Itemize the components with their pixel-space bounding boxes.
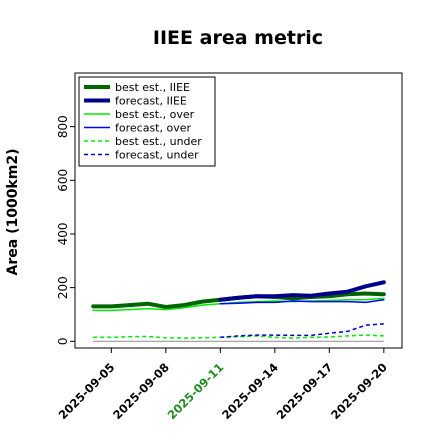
x-tick-label: 2025-09-11 bbox=[165, 360, 227, 422]
y-axis: 0 200 400 600 800 bbox=[56, 115, 75, 345]
y-axis-label: Area (1000km2) bbox=[5, 149, 21, 276]
series-line-best-est-under bbox=[93, 334, 384, 339]
x-tick-label: 2025-09-14 bbox=[219, 360, 281, 422]
legend-label: best est., under bbox=[115, 135, 202, 148]
x-tick-label: 2025-09-05 bbox=[56, 360, 118, 422]
legend-box bbox=[78, 76, 216, 167]
y-tick-label: 600 bbox=[56, 169, 70, 192]
series-line-forecast-iiee bbox=[218, 280, 386, 302]
chart-title: IIEE area metric bbox=[153, 27, 323, 49]
y-tick-label: 0 bbox=[56, 337, 70, 345]
legend-label: forecast, over bbox=[115, 122, 191, 135]
series-line-forecast-over bbox=[219, 298, 385, 305]
legend-label: best est., over bbox=[115, 108, 195, 121]
plot-frame bbox=[74, 72, 403, 349]
legend-label: forecast, under bbox=[115, 149, 199, 162]
y-tick-label: 800 bbox=[56, 115, 70, 138]
x-axis: 2025-09-052025-09-082025-09-112025-09-14… bbox=[56, 348, 390, 422]
series-layer bbox=[91, 280, 386, 342]
x-tick-label: 2025-09-20 bbox=[328, 360, 390, 422]
legend-label: best est., IIEE bbox=[115, 81, 190, 94]
series-line-best-est-over bbox=[92, 297, 385, 312]
y-tick-label: 200 bbox=[56, 276, 70, 299]
legend-label: forecast, IIEE bbox=[115, 95, 187, 108]
x-tick-label: 2025-09-08 bbox=[110, 360, 172, 422]
x-tick-label: 2025-09-17 bbox=[274, 360, 336, 422]
y-tick-label: 400 bbox=[56, 223, 70, 246]
